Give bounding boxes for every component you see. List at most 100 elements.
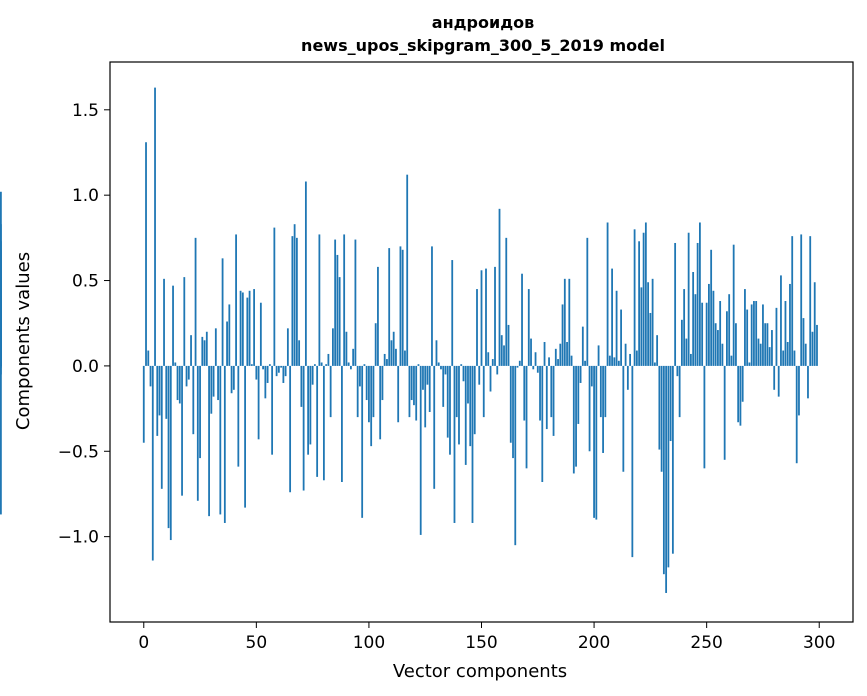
bar-208: [611, 268, 613, 366]
bar-233: [667, 365, 670, 568]
bar-284: [782, 350, 785, 366]
bar-289: [793, 350, 796, 366]
x-axis-label: Vector components: [393, 661, 567, 682]
bar-257: [721, 343, 724, 366]
bar-290: [795, 365, 798, 464]
bar-126: [426, 365, 429, 385]
bar-210: [615, 290, 618, 366]
bar-220: [638, 241, 641, 366]
bar-90: [345, 331, 348, 366]
bar-298: [813, 282, 816, 366]
bar-45: [244, 365, 246, 508]
bar-276: [764, 323, 767, 366]
bar-188: [566, 342, 568, 366]
bar-82: [327, 353, 330, 366]
bar-232: [665, 365, 668, 593]
bar-280: [773, 365, 776, 390]
bar-41: [235, 234, 237, 366]
bar-174: [534, 352, 537, 366]
bar-3: [149, 365, 152, 387]
bar-27: [203, 340, 206, 366]
bar-70: [300, 365, 303, 407]
bar-72: [304, 181, 307, 366]
bar-92: [350, 365, 352, 370]
bar-192: [575, 365, 577, 467]
bar-224: [647, 282, 650, 366]
bar-239: [680, 319, 683, 366]
bar-137: [451, 260, 454, 366]
bar-29: [208, 365, 210, 517]
bar-253: [712, 290, 715, 366]
bar-142: [462, 365, 465, 382]
bar-37: [226, 321, 228, 366]
bar-270: [750, 304, 753, 366]
bar-179: [545, 365, 548, 430]
bar-264: [737, 365, 740, 423]
bar-59: [275, 365, 278, 377]
bar-209: [613, 357, 616, 366]
bar-172: [530, 338, 532, 366]
bar-119: [410, 365, 413, 401]
bar-293: [802, 318, 805, 366]
bar-152: [485, 268, 487, 366]
bar-189: [568, 278, 571, 366]
bar-221: [640, 287, 643, 366]
bar-173: [532, 365, 535, 370]
bar-251: [708, 283, 710, 366]
bar-149: [478, 365, 481, 385]
y-tick-label: 1.0: [72, 186, 99, 206]
bar-55: [266, 365, 269, 383]
bar-234: [669, 365, 672, 442]
bar-62: [282, 365, 285, 383]
bar-15: [176, 365, 179, 401]
bar-269: [748, 362, 751, 366]
bar-200: [593, 365, 595, 518]
bar-47: [248, 290, 251, 366]
bar-130: [435, 340, 438, 366]
bar-81: [325, 364, 328, 366]
bar-211: [617, 360, 620, 366]
bar-267: [744, 289, 746, 366]
bar-237: [676, 365, 679, 377]
bar-286: [786, 342, 789, 366]
bar-43: [239, 290, 242, 366]
bar-65: [289, 365, 292, 493]
bar-159: [500, 335, 503, 366]
bar-235: [671, 365, 674, 554]
bar-124: [422, 365, 424, 390]
bar-18: [183, 277, 186, 366]
bar-79: [320, 362, 323, 366]
bar-248: [701, 302, 704, 366]
bar-132: [440, 365, 442, 370]
bar-69: [298, 340, 301, 366]
bar-129: [433, 365, 436, 489]
bar-103: [374, 323, 377, 366]
bar-217: [631, 365, 634, 558]
bar-265: [739, 365, 742, 426]
bar-194: [579, 365, 582, 383]
bar-111: [392, 331, 395, 366]
bar-0: [142, 365, 145, 443]
bar-168: [521, 273, 523, 366]
bar-242: [687, 232, 690, 366]
bar-95: [356, 365, 359, 418]
bar-226: [651, 278, 654, 366]
bar-157: [496, 365, 499, 375]
bar-155: [491, 359, 494, 366]
bar-46: [246, 297, 249, 366]
bar-112: [395, 348, 397, 366]
bar-11: [167, 365, 170, 529]
bar-245: [694, 294, 697, 366]
bar-218: [633, 229, 636, 366]
bar-2: [147, 350, 150, 366]
x-tick-label: 300: [803, 633, 835, 653]
y-axis-ticks: −1.0 −0.5 0.0 0.5 1.0 1.5: [58, 101, 110, 548]
bar-105: [379, 365, 382, 440]
bar-9: [163, 278, 165, 366]
bar-128: [431, 246, 433, 366]
bar-53: [262, 365, 264, 370]
bar-undefined: [0, 365, 2, 375]
bar-203: [599, 365, 602, 418]
bar-99: [365, 365, 368, 401]
bar-undefined: [0, 365, 2, 368]
